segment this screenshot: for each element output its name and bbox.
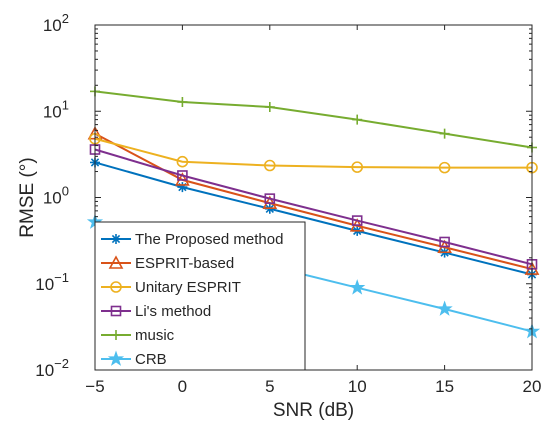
data-point [352, 114, 363, 125]
data-point [351, 161, 364, 173]
data-point [264, 102, 275, 113]
data-point [176, 155, 189, 168]
legend-label: Unitary ESPRIT [135, 279, 241, 296]
legend-item: Li's method [101, 303, 211, 320]
x-tick-label: 20 [523, 377, 542, 396]
data-point [177, 97, 188, 108]
y-axis-title: RMSE (°) [17, 157, 38, 237]
x-tick-label: 10 [348, 377, 367, 396]
data-point [263, 159, 276, 172]
legend-box [94, 221, 306, 371]
x-tick-label: −5 [85, 377, 104, 396]
legend-label: Li's method [135, 303, 211, 320]
data-point [177, 182, 188, 193]
legend: The Proposed method ESPRIT-based Unitary E… [94, 221, 306, 371]
x-axis: −5 0 5 10 15 20 [85, 25, 541, 396]
series-line [94, 137, 532, 169]
legend-marker [111, 330, 121, 340]
legend-item: Unitary ESPRIT [101, 279, 241, 296]
data-point [436, 300, 453, 316]
y-tick-label: 102 [43, 11, 69, 35]
data-point [349, 279, 366, 295]
legend-label: The Proposed method [135, 231, 283, 248]
legend-item: music [101, 327, 175, 344]
data-point [438, 161, 451, 174]
data-point [439, 236, 450, 248]
data-point [351, 215, 363, 226]
series-2 [89, 132, 538, 174]
x-axis-title: SNR (dB) [273, 400, 354, 421]
x-tick-label: 0 [178, 377, 187, 396]
legend-marker [110, 281, 122, 293]
data-point [439, 128, 450, 139]
legend-marker [107, 350, 125, 366]
legend-label: music [135, 327, 175, 344]
legend-label: CRB [135, 351, 167, 368]
legend-item: CRB [101, 350, 167, 368]
series-4 [90, 86, 537, 153]
legend-marker [111, 234, 121, 244]
legend-marker [110, 305, 122, 317]
y-tick-label: 100 [43, 184, 69, 208]
data-point [177, 170, 188, 181]
series-line [94, 148, 533, 266]
data-point [264, 193, 276, 204]
x-tick-label: 15 [435, 377, 454, 396]
series-line [94, 161, 533, 276]
y-tick-label: 10−1 [35, 270, 69, 294]
y-tick-label: 10−2 [35, 356, 69, 380]
legend-item: ESPRIT-based [101, 255, 234, 272]
x-tick-label: 5 [265, 377, 274, 396]
legend-item: The Proposed method [101, 231, 283, 248]
series-line [94, 90, 533, 149]
legend-marker [108, 255, 124, 269]
legend-label: ESPRIT-based [135, 255, 234, 272]
y-tick-label: 101 [43, 97, 69, 121]
